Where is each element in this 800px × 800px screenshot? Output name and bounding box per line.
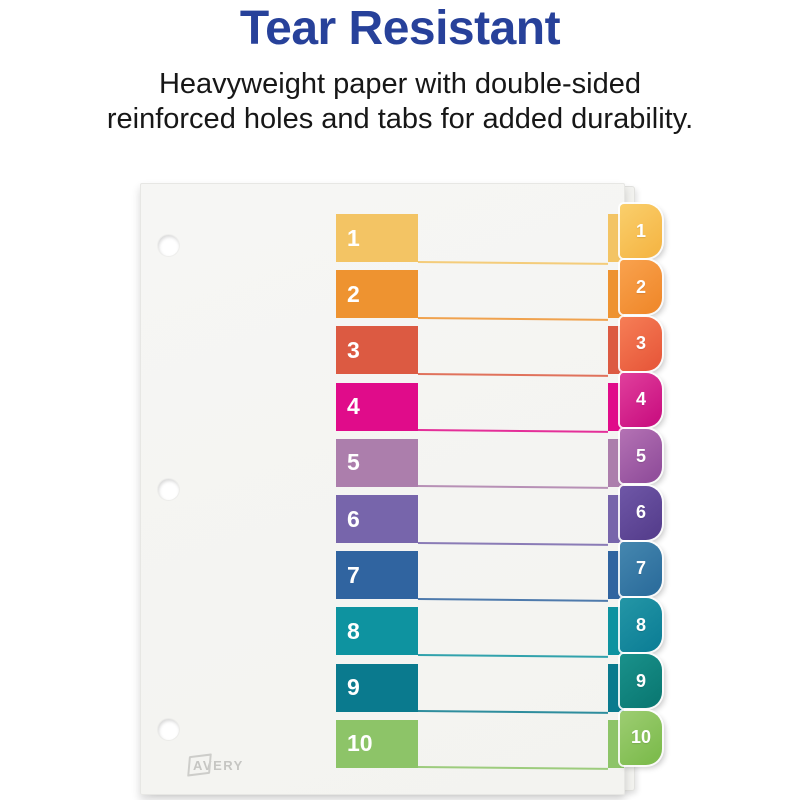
binder-hole bbox=[158, 235, 179, 256]
index-tab: 1 bbox=[620, 204, 662, 258]
tab-number-label: 6 bbox=[635, 502, 646, 522]
tab-number-label: 9 bbox=[635, 670, 646, 691]
index-tab: 2 bbox=[620, 260, 662, 315]
subtitle-line-2: reinforced holes and tabs for added dura… bbox=[106, 103, 694, 135]
row-writing-line bbox=[417, 260, 608, 265]
binder-hole bbox=[158, 719, 179, 740]
row-number-label: 5 bbox=[347, 449, 360, 476]
tab-number-label: 5 bbox=[635, 445, 646, 466]
row-number-label: 9 bbox=[347, 674, 360, 701]
row-number-label: 10 bbox=[347, 730, 373, 757]
avery-triangle-icon bbox=[187, 753, 212, 777]
row-number-block: 5 bbox=[336, 438, 418, 487]
row-number-label: 6 bbox=[347, 505, 360, 532]
index-tab: 5 bbox=[620, 429, 662, 484]
avery-logo: AVERY bbox=[187, 753, 244, 777]
row-writing-line bbox=[417, 766, 608, 771]
row-writing-line bbox=[417, 429, 608, 433]
row-number-block: 1 bbox=[336, 214, 418, 262]
row-number-label: 3 bbox=[347, 336, 360, 363]
page-title: Tear Resistant bbox=[239, 2, 561, 55]
row-number-label: 1 bbox=[347, 224, 360, 251]
row-writing-line bbox=[417, 597, 608, 602]
avery-logo-text: AVERY bbox=[193, 758, 244, 773]
row-number-block: 9 bbox=[336, 663, 418, 712]
index-tab: 3 bbox=[620, 316, 662, 371]
row-number-label: 8 bbox=[347, 617, 360, 644]
index-tab: 9 bbox=[620, 654, 662, 709]
binder-hole bbox=[158, 479, 179, 500]
row-writing-line bbox=[417, 653, 608, 658]
tab-number-label: 8 bbox=[635, 614, 646, 635]
index-tab: 10 bbox=[620, 710, 662, 765]
tab-number-label: 3 bbox=[635, 333, 646, 354]
row-number-block: 4 bbox=[336, 382, 418, 431]
index-tab: 8 bbox=[620, 598, 662, 653]
row-number-block: 10 bbox=[336, 719, 418, 768]
tab-number-label: 2 bbox=[635, 276, 646, 297]
row-writing-line bbox=[417, 541, 608, 546]
row-number-label: 4 bbox=[347, 393, 360, 420]
index-tab: 4 bbox=[620, 372, 662, 427]
divider-sheet: 1 1 2 2 3 3 4 4 5 5 6 6 7 7 8 8 9 9 10 10 AVERY bbox=[140, 183, 662, 795]
row-number-block: 3 bbox=[336, 326, 418, 375]
row-writing-line bbox=[417, 372, 608, 377]
tab-number-label: 7 bbox=[635, 558, 646, 579]
row-number-label: 2 bbox=[347, 280, 360, 307]
tab-number-label: 4 bbox=[635, 389, 646, 410]
row-number-block: 8 bbox=[336, 607, 418, 656]
row-number-block: 6 bbox=[336, 495, 418, 543]
row-writing-line bbox=[417, 485, 608, 490]
row-number-block: 7 bbox=[336, 551, 418, 600]
tab-number-label: 1 bbox=[635, 220, 646, 241]
index-tab: 7 bbox=[620, 541, 662, 596]
row-number-label: 7 bbox=[347, 561, 360, 588]
row-writing-line bbox=[417, 316, 608, 321]
row-writing-line bbox=[417, 710, 608, 714]
index-tab: 6 bbox=[620, 485, 662, 540]
tab-number-label: 10 bbox=[630, 727, 652, 748]
row-number-block: 2 bbox=[336, 270, 418, 319]
subtitle-line-1: Heavyweight paper with double-sided bbox=[158, 68, 641, 100]
